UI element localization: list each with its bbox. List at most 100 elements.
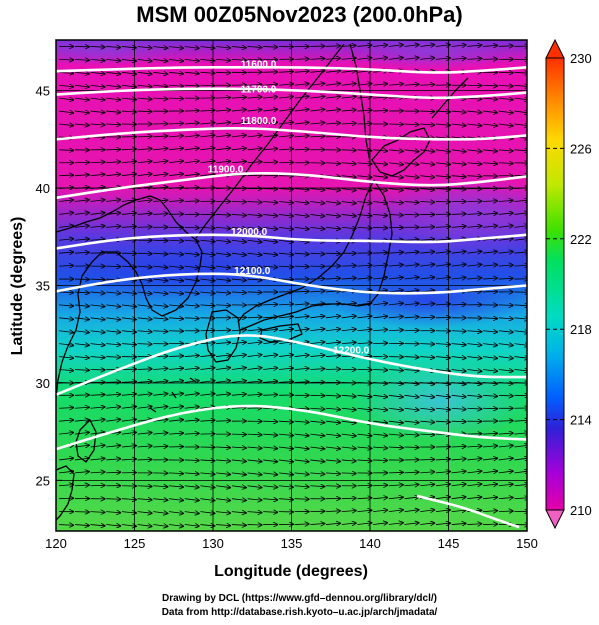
- wind-arrow: [216, 266, 230, 268]
- wind-arrow: [106, 318, 120, 320]
- wind-arrow: [404, 124, 419, 125]
- wind-arrow: [90, 432, 105, 434]
- wind-arrow: [498, 98, 513, 99]
- wind-arrow: [388, 395, 403, 397]
- wind-arrow: [435, 369, 450, 371]
- colorbar-tick-label: 218: [570, 322, 592, 337]
- wind-arrow: [294, 122, 309, 124]
- wind-arrow: [341, 266, 356, 267]
- wind-arrow: [137, 149, 152, 150]
- wind-arrow: [467, 331, 481, 332]
- wind-arrow: [482, 124, 497, 126]
- wind-arrow: [498, 252, 513, 254]
- wind-arrow: [278, 329, 293, 331]
- wind-arrow: [216, 512, 230, 514]
- wind-arrow: [514, 72, 527, 73]
- wind-arrow: [106, 445, 120, 447]
- wind-arrow: [247, 447, 262, 448]
- wind-arrow: [310, 253, 324, 254]
- wind-arrow: [373, 176, 387, 178]
- wind-arrow: [451, 421, 466, 422]
- wind-arrow: [404, 290, 419, 292]
- wind-arrow: [137, 59, 152, 61]
- wind-arrow: [483, 85, 497, 86]
- wind-arrow: [153, 136, 167, 137]
- wind-arrow: [278, 304, 293, 305]
- wind-arrow: [514, 111, 527, 113]
- wind-arrow: [325, 96, 340, 98]
- wind-arrow: [121, 331, 136, 332]
- wind-arrow: [247, 355, 262, 357]
- wind-arrow: [451, 124, 466, 126]
- wind-arrow: [231, 46, 246, 47]
- wind-arrow: [106, 525, 120, 527]
- wind-arrow: [59, 357, 73, 359]
- wind-arrow: [325, 434, 340, 436]
- wind-arrow: [310, 473, 324, 474]
- wind-arrow: [420, 357, 434, 358]
- wind-arrow: [153, 253, 167, 254]
- wind-arrow: [59, 252, 73, 253]
- wind-arrow: [435, 124, 450, 125]
- wind-arrow: [153, 406, 167, 408]
- wind-arrow: [388, 369, 403, 370]
- wind-arrow: [373, 253, 387, 254]
- wind-arrow: [200, 46, 214, 48]
- wind-arrow: [169, 368, 183, 369]
- wind-arrow: [184, 433, 199, 434]
- wind-arrow: [467, 357, 481, 359]
- x-tick-label: 120: [45, 536, 67, 551]
- wind-arrow: [420, 344, 434, 345]
- wind-arrow: [451, 58, 466, 59]
- wind-arrow: [310, 408, 324, 409]
- wind-arrow: [341, 45, 356, 46]
- wind-arrow: [137, 72, 152, 74]
- wind-arrow: [420, 239, 434, 240]
- wind-arrow: [435, 459, 450, 460]
- wind-arrow: [200, 240, 214, 241]
- wind-arrow: [74, 305, 89, 306]
- wind-arrow: [373, 316, 387, 318]
- wind-arrow: [404, 317, 419, 318]
- wind-arrow: [467, 446, 481, 447]
- wind-arrow: [121, 512, 136, 513]
- y-tick-label: 45: [36, 84, 50, 99]
- wind-arrow: [121, 98, 136, 99]
- wind-arrow: [59, 200, 73, 202]
- wind-arrow: [153, 486, 167, 487]
- wind-arrow: [310, 524, 324, 525]
- wind-arrow: [373, 330, 387, 331]
- wind-arrow: [153, 433, 167, 434]
- wind-arrow: [341, 395, 356, 396]
- wind-arrow: [294, 189, 309, 190]
- wind-arrow: [153, 266, 167, 267]
- wind-arrow: [451, 189, 466, 190]
- wind-arrow: [482, 265, 497, 266]
- wind-arrow: [247, 460, 262, 462]
- wind-arrow: [294, 382, 309, 383]
- wind-arrow: [357, 447, 371, 448]
- wind-arrow: [74, 239, 89, 240]
- wind-arrow: [231, 499, 246, 501]
- wind-arrow: [216, 253, 230, 255]
- wind-arrow: [231, 447, 246, 448]
- wind-arrow: [90, 331, 105, 333]
- wind-arrow: [294, 316, 309, 318]
- contour-line: [56, 171, 527, 200]
- wind-arrow: [169, 123, 183, 124]
- wind-arrow: [404, 523, 419, 525]
- wind-arrow: [247, 279, 262, 280]
- wind-arrow: [404, 510, 419, 512]
- wind-arrow: [74, 344, 89, 346]
- wind-arrow: [326, 123, 340, 124]
- wind-arrow: [310, 123, 324, 124]
- wind-arrow: [357, 343, 371, 344]
- wind-arrow: [74, 59, 89, 60]
- wind-arrow: [247, 486, 262, 488]
- wind-arrow: [326, 163, 340, 164]
- wind-arrow: [121, 226, 136, 227]
- wind-arrow: [263, 421, 277, 422]
- wind-arrow: [74, 369, 89, 370]
- wind-arrow: [420, 484, 434, 486]
- wind-arrow: [137, 305, 152, 307]
